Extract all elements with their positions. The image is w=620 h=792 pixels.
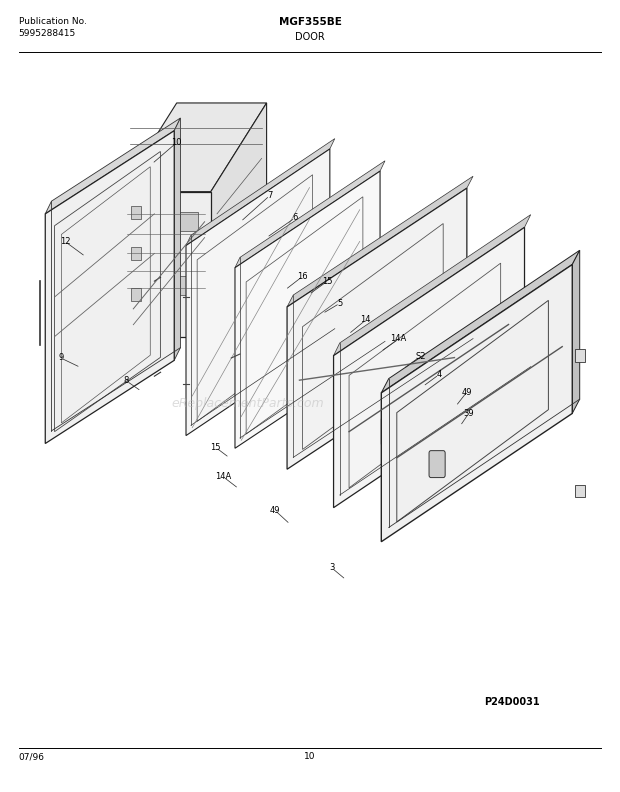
Polygon shape <box>131 288 141 301</box>
Text: 14A: 14A <box>391 334 407 344</box>
Polygon shape <box>131 206 141 219</box>
Text: 15: 15 <box>322 276 332 286</box>
Text: 10: 10 <box>304 752 316 761</box>
Polygon shape <box>121 192 211 337</box>
Polygon shape <box>133 276 198 295</box>
Text: 4: 4 <box>436 370 441 379</box>
Text: S2: S2 <box>415 352 425 361</box>
Polygon shape <box>186 149 330 436</box>
Text: 6: 6 <box>293 213 298 223</box>
Text: 14A: 14A <box>215 472 231 482</box>
Text: Publication No.: Publication No. <box>19 17 86 26</box>
Polygon shape <box>133 212 198 231</box>
Text: P24D0031: P24D0031 <box>484 697 539 707</box>
Bar <box>575 485 585 497</box>
Text: 39: 39 <box>463 409 474 418</box>
Text: 8: 8 <box>124 376 129 386</box>
Polygon shape <box>381 265 572 542</box>
Polygon shape <box>235 161 385 268</box>
Text: 9: 9 <box>58 353 63 363</box>
Text: 49: 49 <box>462 387 472 397</box>
Polygon shape <box>572 250 580 413</box>
Text: 3: 3 <box>329 563 334 573</box>
Text: 49: 49 <box>270 505 280 515</box>
Polygon shape <box>186 139 335 246</box>
Text: MGF355BE: MGF355BE <box>278 17 342 28</box>
Polygon shape <box>235 171 380 448</box>
Text: eReplacementParts.com: eReplacementParts.com <box>172 398 324 410</box>
Text: DOOR: DOOR <box>295 32 325 43</box>
Text: 14: 14 <box>361 315 371 325</box>
Polygon shape <box>131 247 141 260</box>
Polygon shape <box>211 103 267 337</box>
Polygon shape <box>121 103 267 192</box>
Text: 5995288415: 5995288415 <box>19 29 76 38</box>
Polygon shape <box>45 131 174 444</box>
Polygon shape <box>334 215 531 356</box>
Text: 7: 7 <box>267 191 272 200</box>
Polygon shape <box>45 118 180 214</box>
Text: 15: 15 <box>211 443 221 452</box>
Polygon shape <box>287 188 467 469</box>
Polygon shape <box>174 118 180 360</box>
Polygon shape <box>381 250 580 393</box>
Text: 5: 5 <box>337 299 342 308</box>
Polygon shape <box>287 176 473 307</box>
Text: 10: 10 <box>172 138 182 147</box>
Polygon shape <box>334 227 525 508</box>
FancyBboxPatch shape <box>429 451 445 478</box>
Bar <box>575 349 585 362</box>
FancyBboxPatch shape <box>381 417 397 446</box>
Text: 12: 12 <box>60 237 70 246</box>
Text: 07/96: 07/96 <box>19 752 45 761</box>
Text: 16: 16 <box>297 272 308 281</box>
